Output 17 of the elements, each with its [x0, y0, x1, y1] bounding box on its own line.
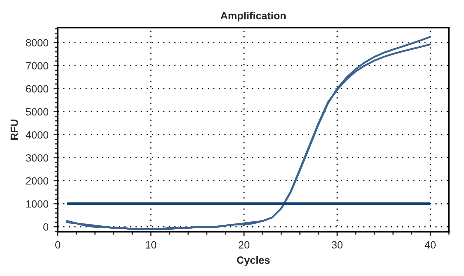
y-tick-label: 5000	[26, 108, 49, 116]
x-tick-label: 0	[56, 241, 60, 249]
x-tick-label: 40	[424, 241, 436, 249]
y-tick-label: 0	[44, 224, 49, 231]
y-tick-label: 1000	[26, 200, 49, 208]
y-tick-label: 3000	[26, 154, 49, 162]
y-tick-label: 8000	[26, 39, 49, 47]
x-axis-title: Cycles	[237, 256, 270, 266]
y-tick-label: 2000	[26, 178, 49, 185]
y-axis-title: RFU	[10, 120, 18, 140]
x-tick-label: 20	[238, 241, 250, 249]
y-tick-label: 6000	[26, 85, 49, 93]
y-tick-label: 4000	[26, 131, 49, 139]
x-tick-label: 10	[146, 241, 157, 249]
x-tick-label: 30	[332, 241, 343, 249]
chart-title: Amplification	[220, 12, 286, 22]
y-tick-label: 7000	[26, 62, 49, 70]
